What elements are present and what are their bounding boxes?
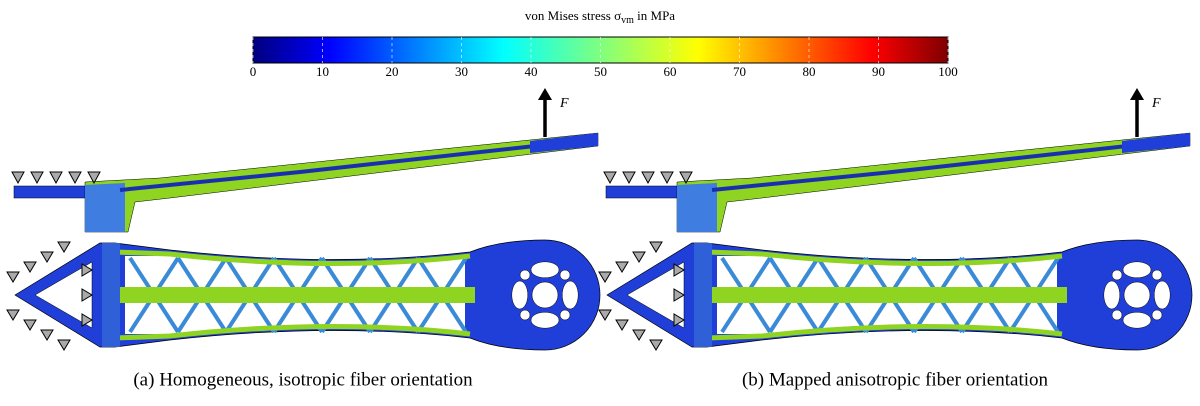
support-triangle (650, 340, 662, 350)
hub-hole (1112, 270, 1122, 280)
tick-label: 0 (250, 64, 257, 79)
support-triangle (616, 320, 628, 330)
support-triangle (58, 340, 70, 350)
support-triangle (642, 172, 654, 183)
panel: F (a) Homogeneous, isotropic fiber orient… (7, 88, 600, 390)
hub-hole (520, 310, 530, 320)
support-triangle (633, 252, 645, 262)
beam-root (85, 183, 125, 232)
tick-label: 70 (733, 64, 746, 79)
label-main: von Mises stress σ (525, 8, 621, 23)
support-triangle (633, 330, 645, 340)
caption: (a) Homogeneous, isotropic fiber orienta… (133, 369, 473, 390)
beam-core (120, 139, 598, 190)
support-triangle (650, 242, 662, 252)
hub-hole (1154, 281, 1170, 309)
hub-hole (1104, 281, 1120, 309)
tick-label: 20 (386, 64, 399, 79)
support-triangle (58, 242, 70, 252)
hub-hole (1112, 310, 1122, 320)
support-triangle (7, 310, 19, 320)
hub-hole (1152, 270, 1162, 280)
support-triangle (50, 172, 62, 183)
hub-hole (532, 282, 558, 308)
force-label: F (559, 96, 569, 111)
support-triangle (623, 172, 635, 183)
tick-label: 80 (803, 64, 816, 79)
center-bar (120, 287, 475, 303)
tick-label: 50 (594, 64, 607, 79)
support-triangle (12, 172, 24, 183)
support-triangle (661, 172, 673, 183)
support-triangle (616, 262, 628, 272)
web (694, 243, 712, 347)
support-triangle (599, 272, 611, 282)
web (102, 243, 120, 347)
support-triangle (604, 172, 616, 183)
tick-label: 30 (455, 64, 468, 79)
arrow-head (538, 88, 552, 100)
hub-hole (1123, 312, 1151, 328)
hub-hole (1124, 282, 1150, 308)
support-triangle (41, 330, 53, 340)
hub-hole (520, 270, 530, 280)
support-triangle (41, 252, 53, 262)
force-label: F (1151, 96, 1161, 111)
label-suffix: in MPa (634, 8, 675, 23)
hub-hole (560, 310, 570, 320)
beam-root (677, 183, 717, 232)
panel: F (b) Mapped anisotropic fiber orientatio… (599, 88, 1192, 390)
hub-hole (560, 270, 570, 280)
hub-hole (512, 281, 528, 309)
support-triangle (31, 172, 43, 183)
figure: von Mises stress σvm in MPa 0 10 20 30 40 50 6… (0, 0, 1200, 406)
hub-hole (531, 312, 559, 328)
hub-hole (531, 262, 559, 278)
support-triangle (599, 310, 611, 320)
tick-label: 100 (938, 64, 958, 79)
support-triangle (69, 172, 81, 183)
support-triangle (24, 320, 36, 330)
tick-label: 40 (525, 64, 538, 79)
tick-label: 60 (664, 64, 677, 79)
hub-hole (1123, 262, 1151, 278)
arrow-head (1130, 88, 1144, 100)
tick-label: 90 (872, 64, 885, 79)
support-triangle (24, 262, 36, 272)
caption: (b) Mapped anisotropic fiber orientation (742, 369, 1049, 390)
hub-hole (1152, 310, 1162, 320)
support-triangle (7, 272, 19, 282)
colorbar-label: von Mises stress σvm in MPa (525, 8, 675, 26)
hub-hole (562, 281, 578, 309)
beam-core (712, 139, 1190, 190)
tick-label: 10 (316, 64, 329, 79)
label-sub: vm (621, 15, 634, 26)
center-bar (712, 287, 1067, 303)
